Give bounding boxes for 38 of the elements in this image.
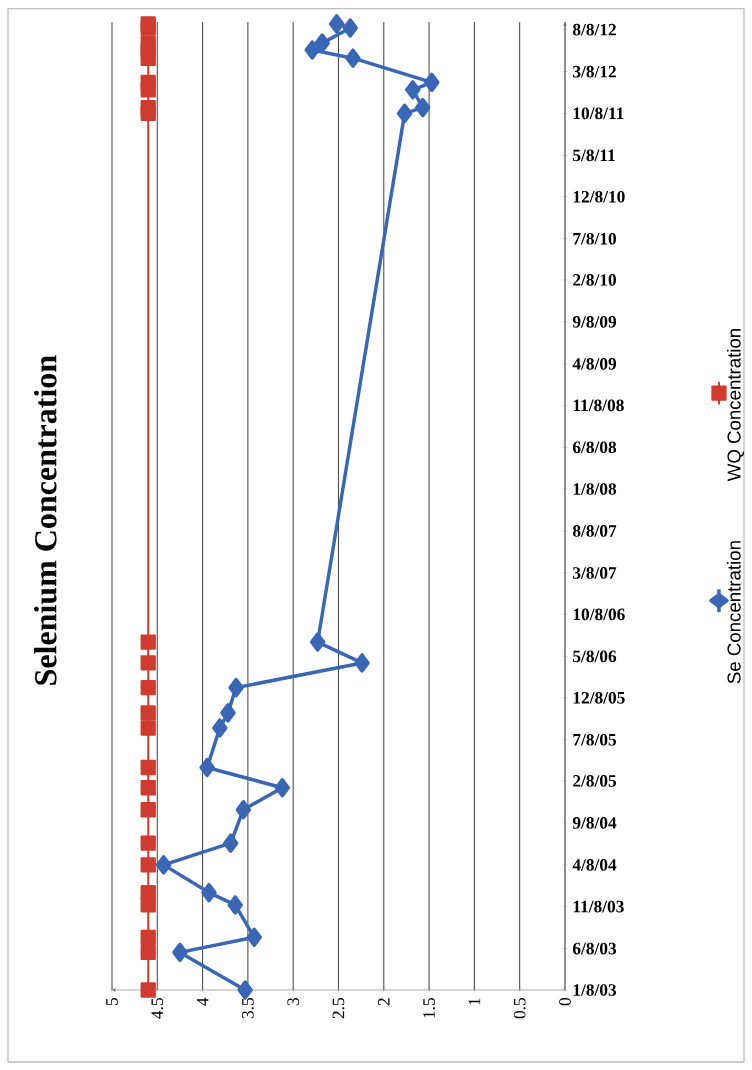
y-tick-label: 10/8/11	[573, 107, 624, 120]
x-tick-label: 5	[106, 998, 118, 1006]
y-tick-label: 8/8/07	[572, 525, 617, 537]
x-tick-label: 3	[287, 998, 300, 1006]
y-tick-label: 8/8/12	[572, 23, 616, 36]
y-tick-label: 2/8/10	[573, 274, 617, 286]
y-tick-label: 11/8/08	[573, 399, 624, 412]
y-tick-label: 5/8/11	[573, 149, 615, 162]
x-tick-label: 3.5	[242, 998, 254, 1019]
y-tick-label: 12/8/10	[573, 190, 625, 203]
y-tick-label: 7/8/05	[573, 733, 617, 746]
x-tick-label: 0.5	[513, 998, 526, 1019]
y-tick-label: 2/8/05	[573, 775, 617, 787]
legend-label: Se Concentration	[726, 541, 741, 684]
y-tick-label: 11/8/03	[573, 900, 624, 913]
y-tick-label: 6/8/08	[572, 441, 617, 454]
y-tick-label: 9/8/09	[572, 316, 617, 328]
y-tick-label: 7/8/10	[573, 232, 617, 245]
x-tick-label: 1.5	[423, 998, 435, 1018]
y-tick-label: 5/8/06	[573, 650, 617, 663]
x-tick-label: 0	[559, 998, 571, 1006]
y-tick-label: 9/8/04	[572, 817, 617, 829]
y-tick-label: 10/8/06	[573, 608, 625, 621]
x-tick-label: 1	[468, 998, 481, 1005]
x-tick-label: 4.5	[151, 998, 164, 1019]
y-tick-label: 12/8/05	[573, 691, 625, 704]
y-tick-label: 1/8/08	[573, 483, 617, 495]
y-tick-label: 3/8/12	[573, 65, 616, 78]
y-tick-label: 4/8/04	[572, 859, 617, 871]
x-tick-label: 4	[196, 997, 209, 1006]
text: Selenium Concentration	[34, 355, 57, 685]
legend-label: WQ Concentration	[726, 329, 745, 482]
y-tick-label: 6/8/03	[572, 942, 617, 955]
y-tick-label: 1/8/03	[573, 984, 617, 996]
x-tick-label: 2.5	[332, 998, 345, 1019]
x-tick-label: 2	[378, 998, 390, 1006]
y-tick-label: 3/8/07	[573, 567, 617, 579]
y-tick-label: 4/8/09	[572, 358, 617, 370]
